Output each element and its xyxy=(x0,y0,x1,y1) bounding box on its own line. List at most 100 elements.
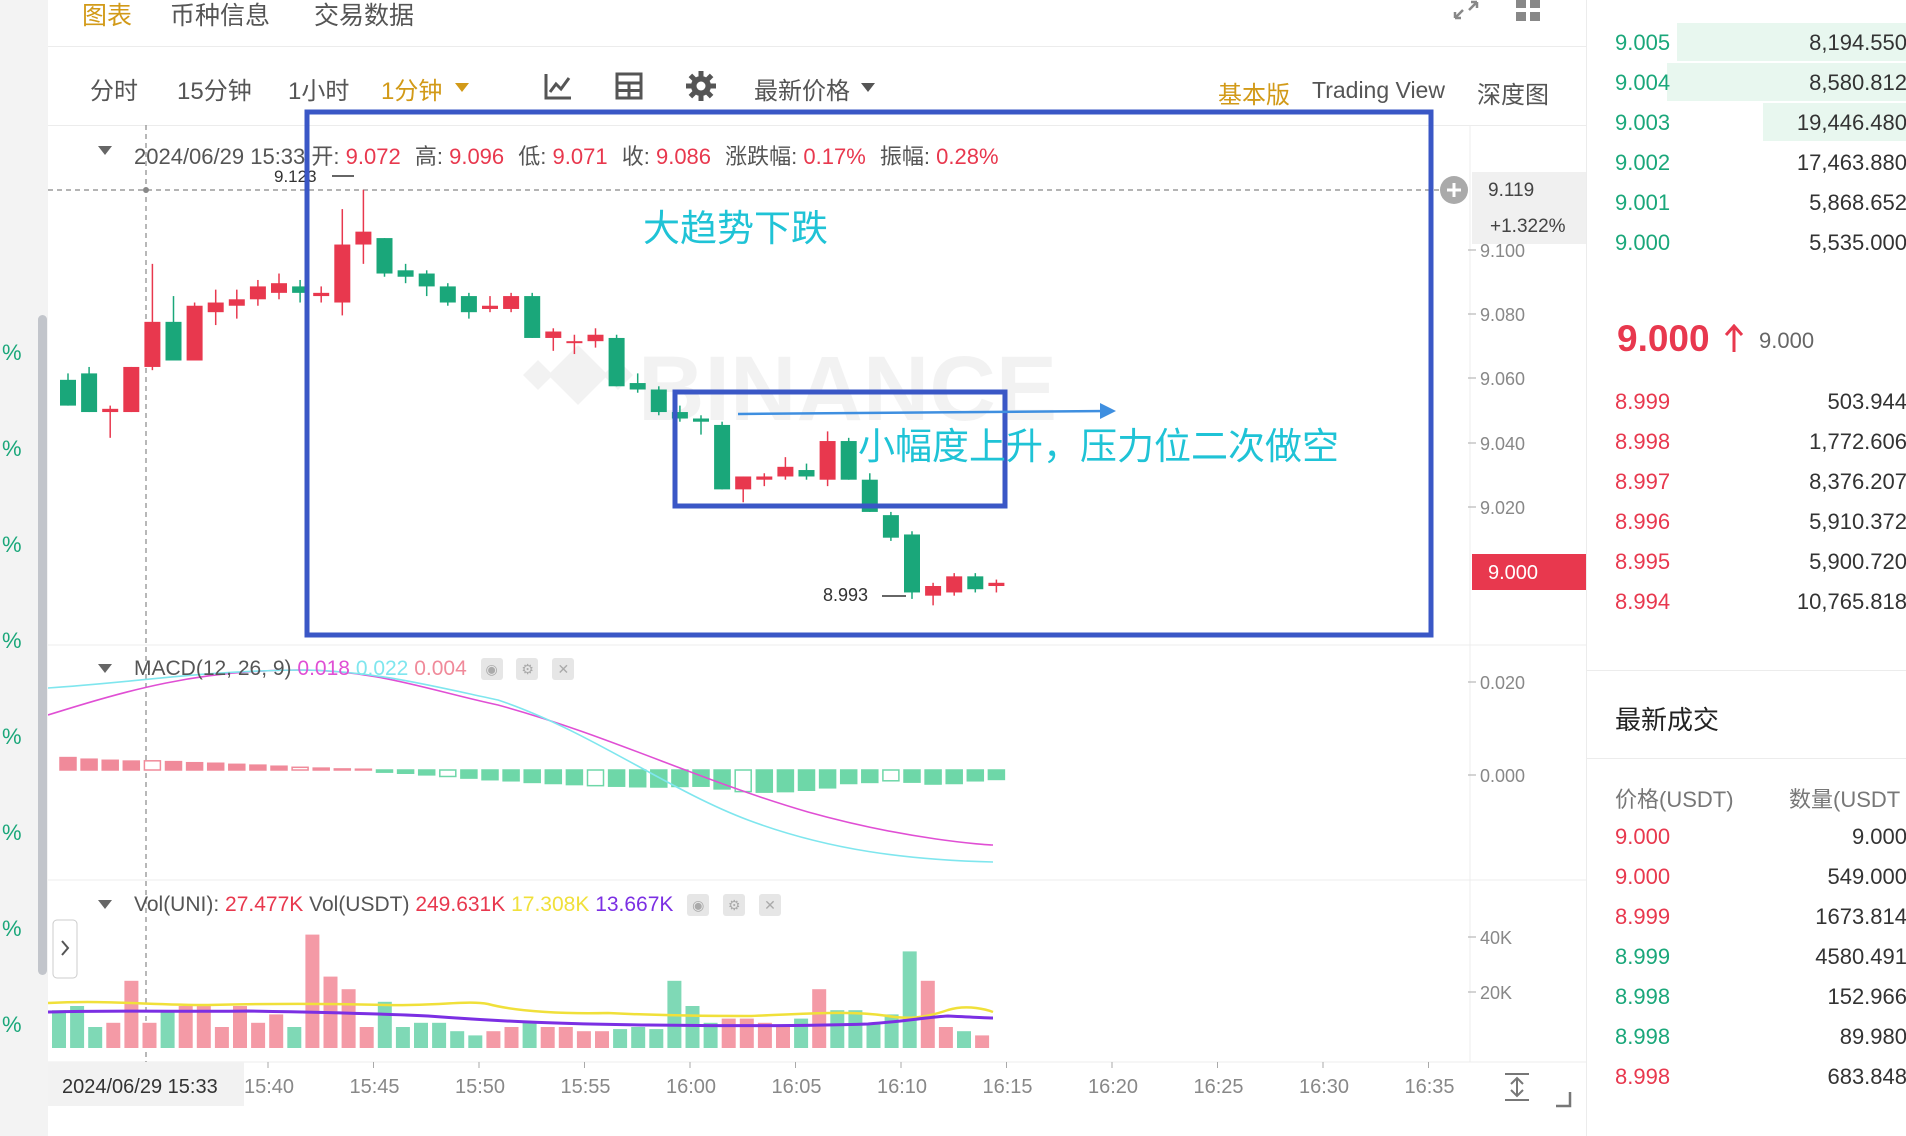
candle[interactable] xyxy=(503,296,520,309)
chevron-down-icon[interactable] xyxy=(454,82,470,94)
candle[interactable] xyxy=(587,334,604,342)
collapse-triangle-icon[interactable] xyxy=(98,664,112,674)
close-icon[interactable]: ✕ xyxy=(552,658,575,681)
trade-row[interactable]: 8.998 89.980 xyxy=(1587,1016,1906,1056)
candle[interactable] xyxy=(524,296,541,338)
candle[interactable] xyxy=(313,292,330,297)
candle[interactable] xyxy=(186,305,203,361)
candle[interactable] xyxy=(840,441,857,480)
ask-row[interactable]: 9.005 8,194.550 xyxy=(1587,22,1906,62)
trade-row[interactable]: 9.000 549.000 xyxy=(1587,856,1906,896)
close-icon[interactable]: ✕ xyxy=(758,894,781,917)
layout-grid-icon[interactable] xyxy=(615,72,643,100)
candle[interactable] xyxy=(271,283,287,293)
trade-row[interactable]: 8.998 152.966 xyxy=(1587,976,1906,1016)
trade-row[interactable]: 8.999 1673.814 xyxy=(1587,896,1906,936)
candle[interactable] xyxy=(714,424,731,490)
candle[interactable] xyxy=(650,389,667,413)
candlestick-chart[interactable]: BINANCE 9.100 9.080 9.060 9.040 xyxy=(48,0,1586,1136)
trade-row[interactable]: 9.000 9.000 xyxy=(1587,816,1906,856)
ask-row[interactable]: 9.004 8,580.812 xyxy=(1587,62,1906,102)
candle[interactable] xyxy=(693,418,709,422)
candle[interactable] xyxy=(946,576,963,593)
candle[interactable] xyxy=(334,244,351,303)
scrollbar[interactable] xyxy=(38,315,47,975)
candle[interactable] xyxy=(207,302,224,313)
tab-chart[interactable]: 图表 xyxy=(82,2,133,30)
version-tradingview[interactable]: Trading View xyxy=(1312,77,1445,103)
eye-icon[interactable]: ◉ xyxy=(480,658,503,681)
candle[interactable] xyxy=(629,383,646,390)
gear-icon[interactable]: ⚙ xyxy=(723,894,746,917)
interval-1m[interactable]: 1分钟 xyxy=(381,78,443,105)
grid-view-icon[interactable] xyxy=(1514,0,1542,22)
candle[interactable] xyxy=(566,341,583,344)
ask-row[interactable]: 9.002 17,463.880 xyxy=(1587,142,1906,182)
candle[interactable] xyxy=(882,515,899,538)
time-tick: 16:15 xyxy=(983,1076,1033,1098)
candle[interactable] xyxy=(798,470,815,477)
bid-row[interactable]: 8.997 8,376.207 xyxy=(1587,461,1906,501)
bid-row[interactable]: 8.995 5,900.720 xyxy=(1587,541,1906,581)
candle[interactable] xyxy=(376,238,393,274)
eye-icon[interactable]: ◉ xyxy=(687,894,710,917)
candle[interactable] xyxy=(671,412,688,419)
candle[interactable] xyxy=(81,373,98,413)
tab-coin-info[interactable]: 币种信息 xyxy=(170,2,271,30)
bid-row[interactable]: 8.998 1,772.606 xyxy=(1587,421,1906,461)
ask-row[interactable]: 9.000 5,535.000 xyxy=(1587,222,1906,262)
side-panel-toggle[interactable] xyxy=(52,919,78,979)
settings-gear-icon[interactable] xyxy=(685,70,717,102)
candle[interactable] xyxy=(123,366,140,413)
candle[interactable] xyxy=(397,270,414,277)
candle[interactable] xyxy=(144,321,161,367)
bid-row[interactable]: 8.999 503.944 xyxy=(1587,381,1906,421)
candle[interactable] xyxy=(60,379,76,406)
version-basic[interactable]: 基本版 xyxy=(1218,82,1290,109)
candle[interactable] xyxy=(418,273,435,287)
candle[interactable] xyxy=(355,231,372,245)
collapse-triangle-icon[interactable] xyxy=(98,900,112,910)
candle[interactable] xyxy=(228,299,245,306)
candle[interactable] xyxy=(777,466,794,477)
candle[interactable] xyxy=(292,286,309,293)
ask-row[interactable]: 9.001 5,868.652 xyxy=(1587,182,1906,222)
candle[interactable] xyxy=(904,534,920,593)
candle[interactable] xyxy=(608,337,625,387)
macd-bar xyxy=(291,766,309,771)
expand-icon[interactable] xyxy=(1451,0,1481,22)
tab-trade-data[interactable]: 交易数据 xyxy=(314,2,415,30)
interval-15m[interactable]: 15分钟 xyxy=(177,78,252,105)
interval-timeline[interactable]: 分时 xyxy=(90,78,138,105)
candle[interactable] xyxy=(925,586,942,596)
candle[interactable] xyxy=(439,286,456,303)
candle[interactable] xyxy=(460,296,477,313)
collapse-triangle-icon[interactable] xyxy=(98,146,112,156)
trade-row[interactable]: 8.998 683.848 xyxy=(1587,1056,1906,1096)
candle[interactable] xyxy=(165,321,182,361)
chevron-down-icon[interactable] xyxy=(860,82,876,94)
ask-row[interactable]: 9.003 19,446.480 xyxy=(1587,102,1906,142)
candle[interactable] xyxy=(819,441,836,480)
interval-1h[interactable]: 1小时 xyxy=(288,78,350,105)
price-type-select[interactable]: 最新价格 xyxy=(754,78,850,105)
candle[interactable] xyxy=(545,331,562,338)
gear-icon[interactable]: ⚙ xyxy=(516,658,539,681)
candle[interactable] xyxy=(249,286,266,300)
candle[interactable] xyxy=(482,305,498,309)
indicator-icon[interactable] xyxy=(543,72,573,100)
candle[interactable] xyxy=(967,576,984,590)
chevron-right-icon[interactable] xyxy=(61,940,70,956)
candle[interactable] xyxy=(756,476,773,480)
bid-row[interactable]: 8.996 5,910.372 xyxy=(1587,501,1906,541)
high-marker-label: 9.123 xyxy=(274,167,317,186)
resize-corner-icon[interactable] xyxy=(1556,1092,1572,1108)
trade-row[interactable]: 8.999 4580.491 xyxy=(1587,936,1906,976)
candle[interactable] xyxy=(988,582,1005,587)
version-depth[interactable]: 深度图 xyxy=(1477,82,1549,109)
candle[interactable] xyxy=(735,476,752,490)
reset-scale-icon[interactable] xyxy=(1505,1073,1529,1101)
candle[interactable] xyxy=(102,408,119,413)
bid-row[interactable]: 8.994 10,765.818 xyxy=(1587,581,1906,621)
trades-title: 最新成交 xyxy=(1615,705,1720,735)
